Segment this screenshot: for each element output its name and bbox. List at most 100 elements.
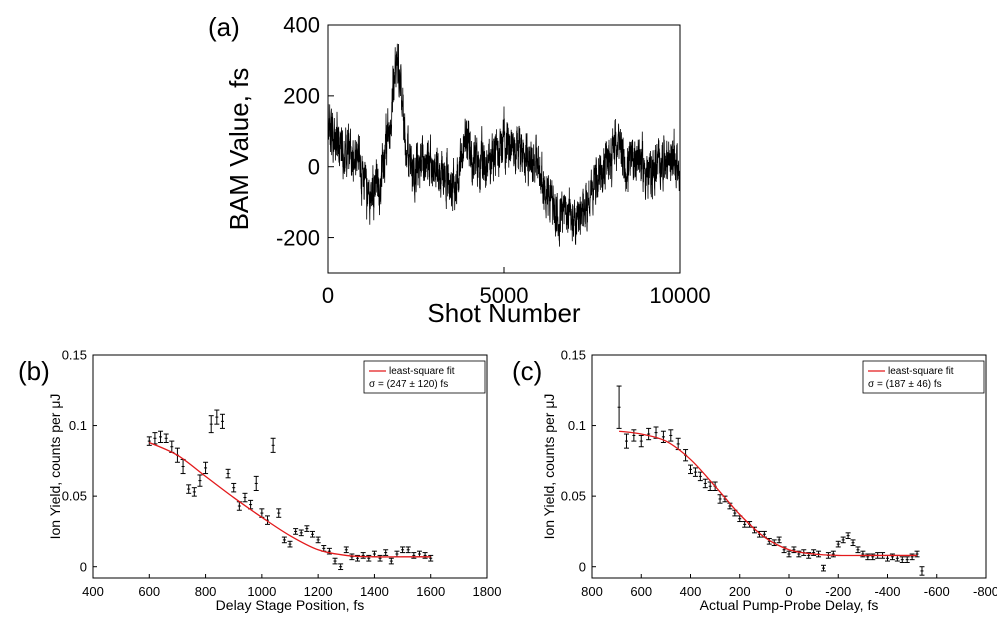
data-point-errorbar [214, 409, 220, 425]
data-point-errorbar [197, 474, 203, 487]
y-axis-label: Ion Yield, counts per μJ [541, 394, 557, 540]
data-point-errorbar [850, 539, 856, 547]
data-point-errorbar [315, 536, 321, 544]
data-point-errorbar [885, 554, 890, 562]
legend-fit-label: least-square fit [888, 366, 954, 377]
data-point-errorbar [310, 530, 316, 538]
data-point-errorbar [304, 525, 310, 532]
legend-box [363, 360, 486, 394]
plot-frame [92, 354, 488, 579]
x-axis-label: Shot Number [427, 298, 581, 328]
data-point-errorbar [405, 546, 411, 554]
data-point-errorbar [830, 550, 836, 558]
x-tick-label: -400 [874, 584, 900, 599]
y-tick-label: -200 [276, 225, 320, 250]
chart-panel-3: (c) 800 600 400 200 0 -200 -400 -600 -800 0 0.05 0.1… [512, 348, 997, 613]
data-point-errorbar [371, 550, 377, 558]
panel-label: (a) [208, 12, 240, 42]
x-tick-label: -800 [973, 584, 997, 599]
x-tick-label: 1400 [360, 584, 389, 599]
data-point-errorbar [298, 529, 304, 537]
panel-label: (b) [18, 356, 50, 386]
y-tick-label: 0.15 [561, 348, 586, 363]
data-point-errorbar [242, 492, 248, 503]
bam-trace-line [328, 43, 680, 247]
fit-curve [149, 441, 431, 558]
data-point-errorbar [264, 515, 270, 525]
panel-label: (c) [512, 356, 542, 386]
x-tick-label: 1600 [416, 584, 445, 599]
data-point-errorbar [855, 546, 861, 554]
data-point-errorbar [840, 536, 846, 544]
data-point-errorbar [416, 550, 422, 558]
data-point-errorbar [820, 564, 826, 572]
x-tick-label: 0 [322, 283, 334, 308]
data-point-errorbar [225, 468, 231, 479]
data-point-errorbar [638, 434, 644, 448]
y-tick-label: 0.1 [568, 418, 586, 433]
data-point-errorbar [776, 536, 782, 544]
data-point-errorbar [631, 429, 637, 442]
data-point-errorbar [383, 549, 389, 556]
legend: least-square fit σ = (187 ± 46) fs [862, 360, 985, 394]
data-point-errorbar [786, 550, 792, 558]
x-tick-label: 5000 [480, 283, 529, 308]
data-point-errorbar [253, 475, 259, 491]
data-point-errorbar [616, 385, 622, 429]
data-point-errorbar [835, 540, 841, 548]
y-tick-label: 400 [283, 13, 320, 38]
x-tick-label: 1800 [473, 584, 502, 599]
chart-panel-2: (b) 400 600 800 1000 1200 1400 1600 1800 0 0.05 0.1… [18, 348, 501, 613]
data-point-errorbar [400, 546, 406, 554]
data-point-errorbar [422, 552, 428, 559]
y-tick-label: 0.1 [69, 418, 87, 433]
x-tick-label: 200 [729, 584, 751, 599]
data-point-errorbar [845, 532, 851, 539]
data-point-errorbar [163, 433, 169, 444]
data-point-errorbar [180, 458, 186, 475]
legend-sigma-text: σ = (247 ± 120) fs [369, 379, 448, 390]
data-point-errorbar [270, 437, 276, 453]
y-axis-label: BAM Value, fs [224, 68, 254, 231]
x-tick-label: -200 [825, 584, 851, 599]
x-tick-label: -600 [924, 584, 950, 599]
data-point-errorbar [231, 482, 237, 493]
data-point-errorbar [360, 552, 366, 559]
x-tick-label: 600 [630, 584, 652, 599]
x-tick-label: 600 [138, 584, 160, 599]
data-point-errorbar [742, 521, 748, 528]
data-point-errorbar [146, 436, 152, 446]
y-tick-label: 200 [283, 84, 320, 109]
data-point-errorbar [860, 550, 866, 558]
legend: least-square fit σ = (247 ± 120) fs [363, 360, 486, 394]
x-tick-label: 1200 [304, 584, 333, 599]
data-point-errorbar [191, 487, 197, 497]
legend-sigma-text: σ = (187 ± 46) fs [868, 379, 942, 390]
x-tick-label: 800 [581, 584, 603, 599]
data-point-errorbar [152, 432, 158, 445]
x-tick-label: 0 [785, 584, 792, 599]
data-point-errorbar [646, 427, 652, 441]
data-point-errorbar [343, 546, 349, 554]
y-tick-label: 0.05 [62, 489, 87, 504]
data-point-errorbar [332, 557, 338, 565]
data-point-errorbar [281, 536, 287, 544]
y-tick-label: 0.05 [561, 489, 586, 504]
data-point-errorbar [349, 553, 355, 561]
chart-panel-1: (a) 0 5000 10000 -200 0 200 400 Shot Number BAM V… [208, 12, 711, 328]
y-axis-label: Ion Yield, counts per μJ [47, 394, 63, 540]
legend-fit-label: least-square fit [389, 366, 455, 377]
y-tick-label: 0.15 [62, 348, 87, 363]
data-point-errorbar [717, 494, 723, 504]
data-point-errorbar [208, 415, 214, 434]
x-tick-label: 1000 [247, 584, 276, 599]
x-axis-label: Delay Stage Position, fs [216, 597, 365, 613]
data-point-errorbar [894, 554, 900, 562]
data-point-errorbar [158, 430, 164, 444]
data-point-errorbar [377, 554, 383, 562]
data-point-errorbar [909, 553, 915, 561]
data-point-errorbar [276, 508, 282, 518]
data-point-errorbar [203, 461, 209, 475]
y-tick-label: 0 [308, 154, 320, 179]
